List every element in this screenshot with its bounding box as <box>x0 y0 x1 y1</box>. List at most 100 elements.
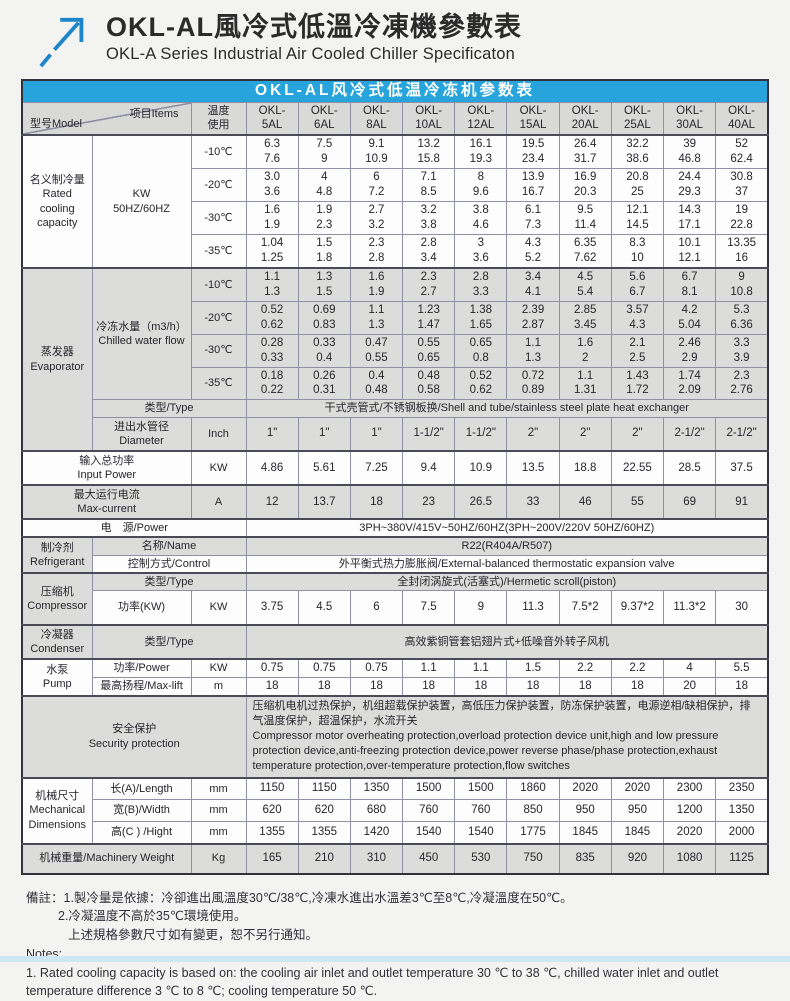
value-cell: 4 4.8 <box>297 168 351 203</box>
page-bottom-rule <box>0 956 790 962</box>
value-cell: 91 <box>715 484 769 520</box>
value-cell: 1350 <box>715 799 769 823</box>
page-subtitle: OKL-A Series Industrial Air Cooled Chill… <box>106 45 516 64</box>
value-cell: 6 7.2 <box>349 168 404 203</box>
value-cell: 33 <box>506 484 560 520</box>
value-cell: 18.8 <box>558 450 612 486</box>
section-condenser: 冷凝器 Condenser 类型/Type 高效紫铜管套铝翅片式+低噪音外转子风… <box>21 624 769 660</box>
value-cell: 9 <box>454 590 508 626</box>
note-line: 上述規格參數尺寸如有變更，恕不另行通知。 <box>68 928 319 943</box>
value-cell: 1500 <box>402 777 456 801</box>
value-cell: 0.26 0.31 <box>297 366 351 401</box>
value-cell: 1.1 1.3 <box>349 300 404 335</box>
model-column-header: OKL- 8AL <box>349 101 404 136</box>
value-cell: 13.7 <box>297 484 351 520</box>
value-cell: 13.2 15.8 <box>402 134 456 170</box>
value-cell: 22.55 <box>610 450 665 486</box>
value-cell: 1.74 2.09 <box>662 366 717 401</box>
value-cell: 2020 <box>558 777 612 801</box>
value-cell: 2.39 2.87 <box>506 300 560 335</box>
compressor-type-value: 全封闭涡旋式(活塞式)/Hermetic scroll(piston) <box>245 572 769 592</box>
value-cell: 2-1/2" <box>715 416 769 452</box>
value-cell: 5.5 <box>715 658 769 678</box>
value-cell: 2.7 3.2 <box>349 201 404 235</box>
value-cell: 0.65 0.8 <box>454 333 508 368</box>
value-cell: 950 <box>558 799 612 823</box>
value-cell: 0.55 0.65 <box>402 333 456 368</box>
value-cell: 2.3 2.76 <box>715 366 769 401</box>
max-current-unit: A <box>190 484 247 520</box>
temp-label: -10℃ <box>190 134 247 170</box>
compressor-power-label: 功率(KW) <box>91 590 192 626</box>
model-column-header: OKL- 12AL <box>454 101 508 136</box>
arrow-logo-icon <box>39 17 84 68</box>
value-cell: 2.46 2.9 <box>662 333 717 368</box>
refrigerant-control-label: 控制方式/Control <box>91 554 247 574</box>
value-cell: 6.7 8.1 <box>662 267 717 302</box>
table-row: -20℃ 3.0 3.6 4 4.8 6 7.2 7.1 8.5 8 9.6 13.9 1… <box>22 168 769 203</box>
section-refrigerant: 制冷剂 Refrigerant 名称/Name R22(R404A/R507) … <box>21 536 769 574</box>
compressor-type-label: 类型/Type <box>91 572 247 592</box>
table-header-row: 型号Model 项目Items 温度 使用 OKL- 5AL OKL- 6AL OK… <box>21 101 769 136</box>
value-cell: 12.1 14.5 <box>610 201 665 235</box>
table-caption-row: OKL-AL风冷式低温冷冻机参数表 <box>22 80 768 102</box>
condenser-category-label: 冷凝器 Condenser <box>21 624 93 660</box>
value-cell: 32.2 38.6 <box>610 134 665 170</box>
value-cell: 0.52 0.62 <box>245 300 299 335</box>
value-cell: 1500 <box>454 777 508 801</box>
value-cell: 0.4 0.48 <box>349 366 404 401</box>
table-row: 功率(KW) KW 3.75 4.5 6 7.5 9 11.3 7.5*2 9.37*2 11.… <box>22 590 769 626</box>
value-cell: 2" <box>506 416 560 452</box>
value-cell: 6 <box>349 590 404 626</box>
value-cell: 2" <box>558 416 612 452</box>
value-cell: 680 <box>349 799 404 823</box>
value-cell: 7.5 <box>402 590 456 626</box>
value-cell: 0.48 0.58 <box>402 366 456 401</box>
table-row: 输入总功率 Input Power KW 4.86 5.61 7.25 9.4 10.9… <box>21 450 769 486</box>
value-cell: 3.75 <box>245 590 299 626</box>
value-cell: 11.3*2 <box>662 590 717 626</box>
value-cell: 3.4 4.1 <box>506 267 560 302</box>
value-cell: 1" <box>297 416 351 452</box>
value-cell: 20.8 25 <box>610 168 665 203</box>
value-cell: 1.1 <box>454 658 508 678</box>
value-cell: 2" <box>610 416 665 452</box>
value-cell: 55 <box>610 484 665 520</box>
value-cell: 2020 <box>662 821 717 845</box>
value-cell: 6.35 7.62 <box>558 233 612 269</box>
rated-unit-label: KW 50HZ/60HZ <box>91 134 192 269</box>
value-cell: 1" <box>349 416 404 452</box>
value-cell: 5.61 <box>297 450 351 486</box>
table-row: 高(C ) /Hight mm 1355 1355 1420 1540 1540 1775… <box>22 821 769 845</box>
corner-items-label: 项目Items <box>129 107 179 120</box>
model-column-header: OKL- 25AL <box>610 101 665 136</box>
model-column-header: OKL- 20AL <box>558 101 612 136</box>
value-cell: 10.9 <box>454 450 508 486</box>
max-current-label: 最大运行电流 Max-current <box>21 484 192 520</box>
table-row: 类型/Type 干式壳管式/不锈钢板换/Shell and tube/stain… <box>22 399 769 418</box>
section-security: 安全保护 Security protection 压缩机电机过热保护，机组超载保… <box>21 695 769 779</box>
value-cell: 2350 <box>715 777 769 801</box>
value-cell: 4.5 5.4 <box>558 267 612 302</box>
table-row: 安全保护 Security protection 压缩机电机过热保护，机组超载保… <box>21 695 769 779</box>
value-cell: 1.5 <box>506 658 560 678</box>
value-cell: 6.1 7.3 <box>506 201 560 235</box>
model-column-header: OKL- 30AL <box>662 101 717 136</box>
table-row: -35℃ 1.04 1.25 1.5 1.8 2.3 2.8 2.8 3.4 3 3.6… <box>22 233 769 269</box>
value-cell: 2.3 2.7 <box>402 267 456 302</box>
value-cell: 3.57 4.3 <box>610 300 665 335</box>
model-column-header: OKL- 6AL <box>297 101 351 136</box>
value-cell: 37.5 <box>715 450 769 486</box>
value-cell: 26.4 31.7 <box>558 134 612 170</box>
value-cell: 3.2 3.8 <box>402 201 456 235</box>
security-value: 压缩机电机过热保护，机组超载保护装置，高低压力保护装置，防冻保护装置，电源逆相/… <box>245 695 769 779</box>
value-cell: 9.4 <box>402 450 456 486</box>
value-cell: 19.5 23.4 <box>506 134 560 170</box>
value-cell: 2.85 3.45 <box>558 300 612 335</box>
value-cell: 1.6 2 <box>558 333 612 368</box>
temp-label: -20℃ <box>190 168 247 203</box>
value-cell: 0.69 0.83 <box>297 300 351 335</box>
value-cell: 620 <box>297 799 351 823</box>
value-cell: 530 <box>454 843 508 875</box>
value-cell: 0.47 0.55 <box>349 333 404 368</box>
